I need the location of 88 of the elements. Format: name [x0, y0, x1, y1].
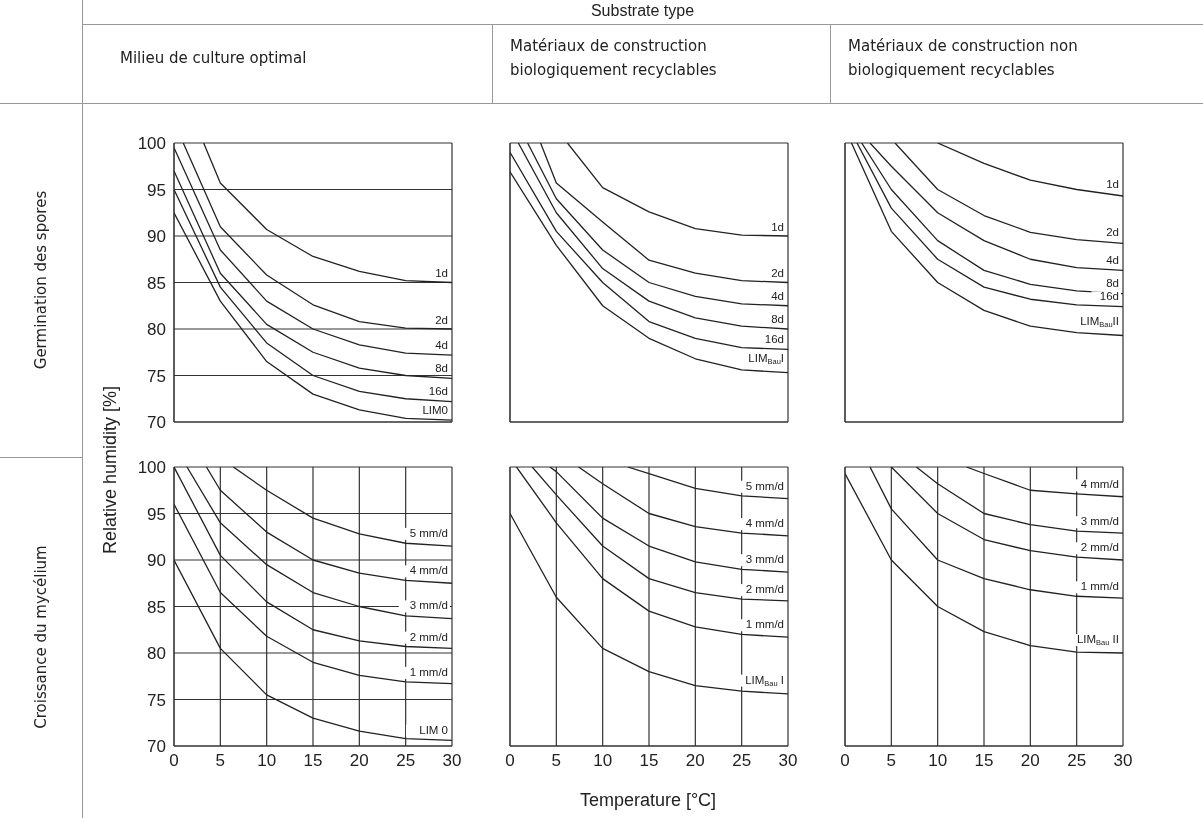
y-tick-label: 70 — [147, 413, 166, 433]
series-label: 4d — [771, 289, 784, 302]
line-series — [174, 147, 452, 356]
series-label: 8d — [771, 312, 784, 325]
y-tick-label: 85 — [147, 273, 166, 293]
chart-title: Matériaux de construction biologiquement recyclables — [510, 36, 718, 81]
y-tick-label: 95 — [147, 504, 166, 524]
y-tick-label: 70 — [147, 737, 166, 757]
chart-title: Matériaux de construction non biologiquement recyclables — [848, 36, 1079, 81]
x-tick-label: 20 — [685, 751, 705, 771]
x-tick-label: 10 — [257, 751, 277, 771]
x-tick-label: 15 — [639, 751, 659, 771]
series-label: 1d — [435, 266, 448, 279]
series-label: 2 mm/d — [745, 583, 784, 596]
x-tick-label: 0 — [169, 751, 179, 771]
y-tick-label: 100 — [137, 458, 166, 478]
series-label: 2d — [771, 266, 784, 279]
x-tick-label: 5 — [215, 751, 226, 771]
y-axis-title: Relative humidity [%] — [99, 385, 121, 555]
x-tick-label: 25 — [1067, 751, 1087, 771]
x-tick-label: 25 — [732, 751, 752, 771]
series-label: LIM$_{Bau}$II — [1080, 314, 1119, 329]
x-tick-label: 30 — [442, 751, 462, 771]
x-tick-label: 10 — [928, 751, 948, 771]
series-label: 4d — [435, 339, 448, 352]
series-label: LIM$_{Bau}$ I — [745, 673, 784, 688]
series-label: 4 mm/d — [745, 517, 784, 530]
y-tick-label: 100 — [137, 134, 166, 154]
x-tick-label: 5 — [886, 751, 897, 771]
series-label: 4d — [1106, 253, 1119, 266]
text: Substrate type — [589, 2, 696, 20]
line-series — [174, 188, 452, 403]
x-tick-label: 0 — [840, 751, 850, 771]
series-label: 16d — [1099, 290, 1119, 303]
y-tick-label: 80 — [147, 320, 166, 340]
line-series — [186, 467, 452, 620]
series-label: 1 mm/d — [745, 618, 784, 631]
y-tick-label: 75 — [147, 366, 166, 386]
line-series — [232, 467, 452, 547]
series-label: 8d — [1106, 277, 1119, 290]
line-series — [203, 143, 452, 284]
series-label: 1d — [771, 220, 784, 233]
y-tick-label: 80 — [147, 644, 166, 664]
series-label: 2d — [435, 313, 448, 326]
series-label: LIM 0 — [419, 723, 448, 736]
series-label: 4 mm/d — [1080, 478, 1119, 491]
line-series — [182, 143, 452, 330]
series-label: 1 mm/d — [1080, 580, 1119, 593]
x-tick-label: 20 — [349, 751, 369, 771]
series-label: 3 mm/d — [745, 553, 784, 566]
series-label: 5 mm/d — [745, 479, 784, 492]
text: Germination des spores — [32, 190, 50, 370]
y-tick-label: 90 — [147, 551, 166, 571]
x-tick-label: 25 — [396, 751, 416, 771]
series-label: 1 mm/d — [409, 665, 448, 678]
series-label: 4 mm/d — [409, 564, 448, 577]
series-label: 2 mm/d — [409, 630, 448, 643]
series-label: 16d — [764, 333, 784, 346]
series-label: 2d — [1106, 226, 1119, 239]
text: Croissance du mycélium — [32, 545, 50, 729]
x-tick-label: 10 — [593, 751, 613, 771]
y-tick-label: 75 — [147, 690, 166, 710]
y-tick-label: 95 — [147, 180, 166, 200]
x-tick-label: 30 — [1113, 751, 1133, 771]
series-label: LIM0 — [422, 403, 448, 416]
chart-title: Milieu de culture optimal — [120, 48, 308, 69]
series-label: 1d — [1106, 177, 1119, 190]
series-label: 8d — [435, 361, 448, 374]
x-tick-label: 15 — [303, 751, 323, 771]
x-tick-label: 20 — [1020, 751, 1040, 771]
x-tick-label: 5 — [551, 751, 562, 771]
line-series — [174, 559, 452, 742]
line-series — [174, 170, 452, 379]
y-tick-label: 85 — [147, 597, 166, 617]
line-series — [174, 503, 452, 685]
series-label: 3 mm/d — [1080, 515, 1119, 528]
series-label: 3 mm/d — [409, 599, 448, 612]
series-label: 16d — [428, 384, 448, 397]
series-label: LIM$_{Bau}$ II — [1076, 633, 1119, 648]
series-label: 2 mm/d — [1080, 541, 1119, 554]
x-axis-title: Temperature [°C] — [579, 789, 717, 811]
series-label: LIM$_{Bau}$I — [748, 351, 784, 366]
x-tick-label: 15 — [974, 751, 994, 771]
x-tick-label: 0 — [505, 751, 515, 771]
line-series — [205, 467, 452, 584]
y-tick-label: 90 — [147, 227, 166, 247]
series-label: 5 mm/d — [409, 526, 448, 539]
x-tick-label: 30 — [778, 751, 798, 771]
